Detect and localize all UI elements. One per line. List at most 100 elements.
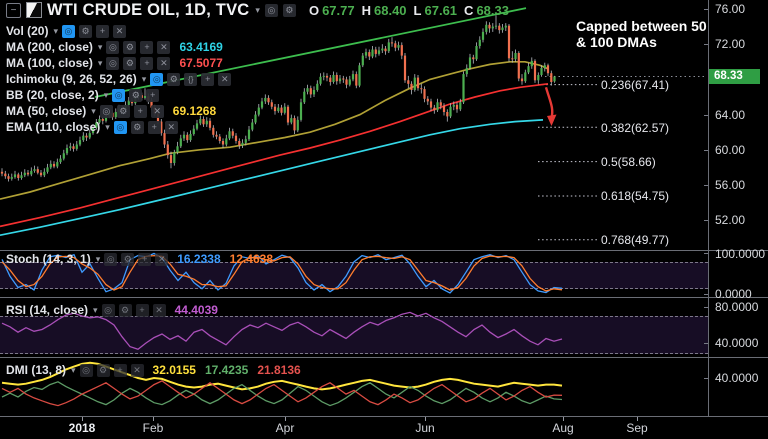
close-icon[interactable]: ✕ — [164, 120, 178, 134]
high-label: H — [361, 2, 371, 18]
gear-icon[interactable]: ⚙ — [116, 104, 130, 118]
price-tick-label: 64.00 — [715, 108, 746, 122]
gear-icon[interactable]: ⚙ — [118, 303, 132, 317]
axis-tick — [704, 220, 708, 221]
plus-icon[interactable]: + — [146, 88, 160, 102]
chevron-down-icon[interactable]: ▾ — [97, 57, 103, 68]
legend-row-ema110: EMA (110, close) ▾ ◎ ⚙ + ✕ — [6, 120, 178, 134]
legend-row-bb: BB (20, close, 2) ▾ ◎ ⚙ + — [6, 88, 160, 102]
gear-icon[interactable]: ⚙ — [167, 72, 181, 86]
close-icon[interactable]: ✕ — [130, 363, 144, 377]
chevron-down-icon[interactable]: ▾ — [105, 121, 110, 132]
legend-row-ma50: MA (50, close) ▾ ◎ ⚙ + ✕ 69.1268 — [6, 104, 216, 118]
gear-icon[interactable]: ⚙ — [123, 40, 137, 54]
close-icon[interactable]: ✕ — [152, 303, 166, 317]
plus-icon[interactable]: + — [135, 303, 149, 317]
axis-tick — [704, 9, 708, 10]
minus-di-value: 21.8136 — [257, 363, 301, 377]
eye-icon[interactable]: ◎ — [104, 252, 118, 266]
close-icon[interactable]: ✕ — [157, 40, 171, 54]
time-tick-label: 2018 — [68, 421, 96, 435]
plus-icon[interactable]: + — [140, 56, 154, 70]
indicator-label[interactable]: MA (100, close) — [6, 56, 93, 70]
eye-icon[interactable]: ◎ — [113, 120, 127, 134]
eye-icon[interactable]: ◎ — [106, 56, 120, 70]
eye-icon[interactable]: ◎ — [150, 72, 164, 86]
chevron-down-icon[interactable]: ▾ — [97, 41, 103, 52]
time-tick-label: Jun — [415, 421, 435, 435]
eye-icon[interactable]: ◎ — [79, 363, 93, 377]
stoch-d-value: 12.4638 — [229, 252, 274, 266]
axis-tick — [285, 417, 286, 421]
price-tick-label: 56.00 — [715, 178, 746, 192]
chevron-down-icon[interactable]: ▾ — [91, 105, 96, 116]
indicator-label[interactable]: Stoch (14, 3, 1) — [6, 252, 91, 266]
eye-icon[interactable]: ◎ — [112, 88, 126, 102]
gear-icon[interactable]: ⚙ — [96, 363, 110, 377]
close-icon[interactable]: ✕ — [150, 104, 164, 118]
analyst-note: Capped between 50 & 100 DMAs — [576, 18, 707, 50]
price-tick-label: 72.00 — [715, 37, 746, 51]
legend-row-volume: Vol (20) ▾ ◎ ⚙ + ✕ — [6, 24, 126, 38]
axis-tick — [704, 343, 708, 344]
close-icon[interactable]: ✕ — [155, 252, 169, 266]
close-icon[interactable]: ✕ — [218, 72, 232, 86]
stoch-tick-label: 100.0000 — [715, 247, 766, 261]
open-value: 67.77 — [322, 2, 355, 18]
eye-icon[interactable]: ◎ — [264, 3, 278, 17]
legend-row-ichimoku: Ichimoku (9, 26, 52, 26) ▾ ◎ ⚙ {} + ✕ — [6, 72, 232, 86]
close-value: 68.33 — [476, 2, 509, 18]
eye-icon[interactable]: ◎ — [61, 24, 75, 38]
chevron-down-icon[interactable]: ▾ — [53, 25, 58, 36]
indicator-label[interactable]: MA (200, close) — [6, 40, 93, 54]
indicator-label[interactable]: EMA (110, close) — [6, 120, 101, 134]
chevron-down-icon[interactable]: ▾ — [141, 73, 147, 84]
fib-level-label: 0.768(49.77) — [601, 233, 670, 247]
indicator-label[interactable]: Ichimoku (9, 26, 52, 26) — [6, 72, 137, 86]
gear-icon[interactable]: ⚙ — [130, 120, 144, 134]
chevron-down-icon[interactable]: ▾ — [93, 304, 98, 315]
plus-icon[interactable]: + — [138, 252, 152, 266]
symbol-title[interactable]: WTI CRUDE OIL, 1D, TVC — [47, 0, 250, 19]
high-value: 68.40 — [374, 2, 407, 18]
indicator-label[interactable]: Vol (20) — [6, 24, 49, 38]
analyst-note-line1: Capped between 50 — [576, 18, 707, 34]
eye-icon[interactable]: ◎ — [106, 40, 120, 54]
close-icon[interactable]: ✕ — [157, 56, 171, 70]
plus-icon[interactable]: + — [147, 120, 161, 134]
plus-di-value: 17.4235 — [204, 363, 249, 377]
collapse-panel-icon[interactable]: − — [6, 2, 21, 18]
plus-icon[interactable]: + — [95, 24, 109, 38]
chevron-down-icon[interactable]: ▾ — [255, 4, 260, 15]
legend-row-rsi: RSI (14, close) ▾ ◎ ⚙ + ✕ 44.4039 — [6, 303, 218, 317]
indicator-label[interactable]: DMI (13, 8) — [6, 363, 67, 377]
plus-icon[interactable]: + — [201, 72, 215, 86]
braces-icon[interactable]: {} — [184, 72, 198, 86]
chevron-down-icon[interactable]: ▾ — [71, 364, 76, 375]
indicator-label[interactable]: MA (50, close) — [6, 104, 87, 118]
gear-icon[interactable]: ⚙ — [78, 24, 92, 38]
chevron-down-icon[interactable]: ▾ — [103, 89, 109, 100]
rsi-value: 44.4039 — [174, 303, 218, 317]
gear-icon[interactable]: ⚙ — [129, 88, 143, 102]
close-label: C — [464, 2, 474, 18]
plus-icon[interactable]: + — [133, 104, 147, 118]
rsi-band — [0, 316, 708, 354]
plus-icon[interactable]: + — [140, 40, 154, 54]
fib-level-label: 0.382(62.57) — [601, 121, 670, 135]
eye-icon[interactable]: ◎ — [99, 104, 113, 118]
plus-icon[interactable]: + — [113, 363, 127, 377]
close-icon[interactable]: ✕ — [112, 24, 126, 38]
chevron-down-icon[interactable]: ▾ — [95, 253, 101, 264]
eye-icon[interactable]: ◎ — [101, 303, 115, 317]
gear-icon[interactable]: ⚙ — [282, 3, 296, 17]
axis-tick — [704, 294, 708, 295]
gear-icon[interactable]: ⚙ — [121, 252, 135, 266]
axis-tick — [637, 417, 638, 421]
gear-icon[interactable]: ⚙ — [123, 56, 137, 70]
indicator-label[interactable]: RSI (14, close) — [6, 303, 89, 317]
adx-value: 32.0155 — [152, 363, 196, 377]
indicator-label[interactable]: BB (20, close, 2) — [6, 88, 99, 102]
